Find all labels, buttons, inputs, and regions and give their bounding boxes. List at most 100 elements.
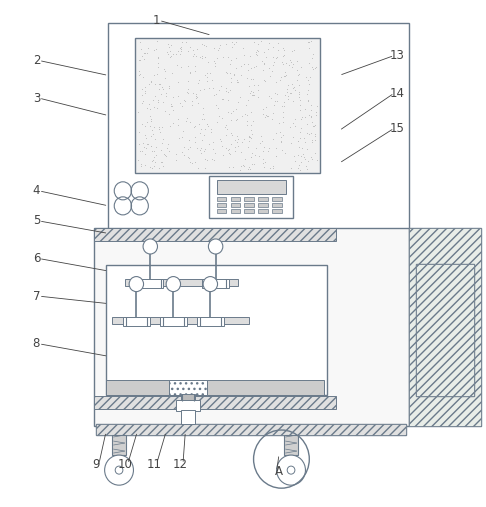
Point: [245, 137, 253, 145]
Point: [138, 91, 146, 99]
Bar: [123, 317, 150, 325]
Point: [137, 45, 144, 53]
Point: [240, 60, 248, 68]
Point: [177, 43, 185, 51]
Point: [148, 132, 156, 140]
Bar: [230, 197, 240, 201]
Bar: [169, 380, 207, 395]
Text: 9: 9: [93, 458, 100, 470]
Point: [244, 65, 252, 74]
Point: [226, 69, 234, 78]
Point: [278, 102, 286, 110]
Point: [304, 86, 312, 94]
Point: [301, 105, 309, 114]
Point: [203, 156, 211, 164]
Point: [219, 94, 226, 102]
Bar: [202, 279, 229, 288]
Bar: [416, 264, 474, 396]
Point: [287, 139, 295, 148]
Point: [243, 142, 251, 151]
Point: [298, 143, 306, 152]
Point: [185, 154, 193, 162]
Point: [201, 164, 209, 172]
Point: [284, 81, 292, 89]
Point: [244, 165, 252, 173]
Point: [247, 126, 255, 134]
Bar: [125, 279, 238, 286]
Point: [182, 38, 190, 46]
Point: [280, 91, 288, 99]
Point: [174, 60, 181, 68]
Point: [269, 43, 277, 51]
Point: [162, 89, 170, 97]
Point: [176, 44, 184, 52]
Point: [307, 101, 315, 110]
Point: [286, 56, 294, 64]
Point: [232, 39, 240, 47]
Point: [279, 60, 287, 68]
Point: [247, 153, 255, 161]
Bar: [94, 396, 336, 409]
Point: [186, 143, 194, 151]
Point: [216, 86, 224, 94]
Circle shape: [143, 239, 157, 254]
Point: [150, 46, 157, 54]
Point: [154, 54, 162, 62]
Point: [264, 64, 272, 72]
Point: [288, 47, 296, 55]
Bar: [217, 209, 226, 213]
Point: [303, 120, 311, 128]
Point: [164, 41, 172, 49]
Point: [208, 146, 216, 154]
Point: [300, 134, 308, 142]
Point: [172, 150, 179, 158]
Point: [265, 92, 273, 100]
Point: [300, 153, 308, 161]
Point: [184, 89, 192, 97]
Point: [174, 47, 182, 55]
Point: [294, 136, 302, 144]
Point: [305, 38, 312, 46]
Point: [252, 48, 260, 56]
Point: [247, 134, 255, 142]
Point: [196, 86, 204, 94]
Point: [296, 128, 304, 136]
Point: [154, 96, 162, 104]
Point: [172, 156, 179, 164]
Point: [146, 122, 154, 130]
Text: 7: 7: [33, 289, 40, 303]
Text: 5: 5: [33, 214, 40, 228]
Point: [247, 75, 255, 83]
Point: [161, 106, 169, 115]
Point: [191, 122, 199, 130]
Point: [191, 132, 199, 140]
Point: [227, 56, 235, 64]
Point: [253, 46, 260, 54]
Point: [277, 133, 284, 141]
Point: [288, 164, 295, 172]
Point: [167, 102, 174, 110]
Point: [295, 101, 303, 109]
Point: [289, 133, 297, 141]
Point: [217, 82, 225, 90]
Point: [191, 67, 199, 76]
Point: [204, 58, 212, 66]
Bar: [217, 197, 226, 201]
Point: [188, 101, 195, 110]
Point: [216, 41, 224, 49]
Point: [259, 66, 267, 75]
Point: [307, 73, 314, 81]
Point: [295, 93, 303, 101]
Point: [174, 121, 181, 129]
Point: [203, 69, 210, 77]
Point: [230, 71, 238, 80]
Point: [301, 155, 309, 163]
Point: [197, 149, 205, 157]
Point: [307, 114, 314, 122]
Point: [273, 97, 281, 105]
Point: [218, 114, 226, 122]
Point: [230, 41, 238, 49]
Point: [138, 147, 146, 155]
Point: [269, 108, 277, 117]
Point: [308, 37, 315, 45]
